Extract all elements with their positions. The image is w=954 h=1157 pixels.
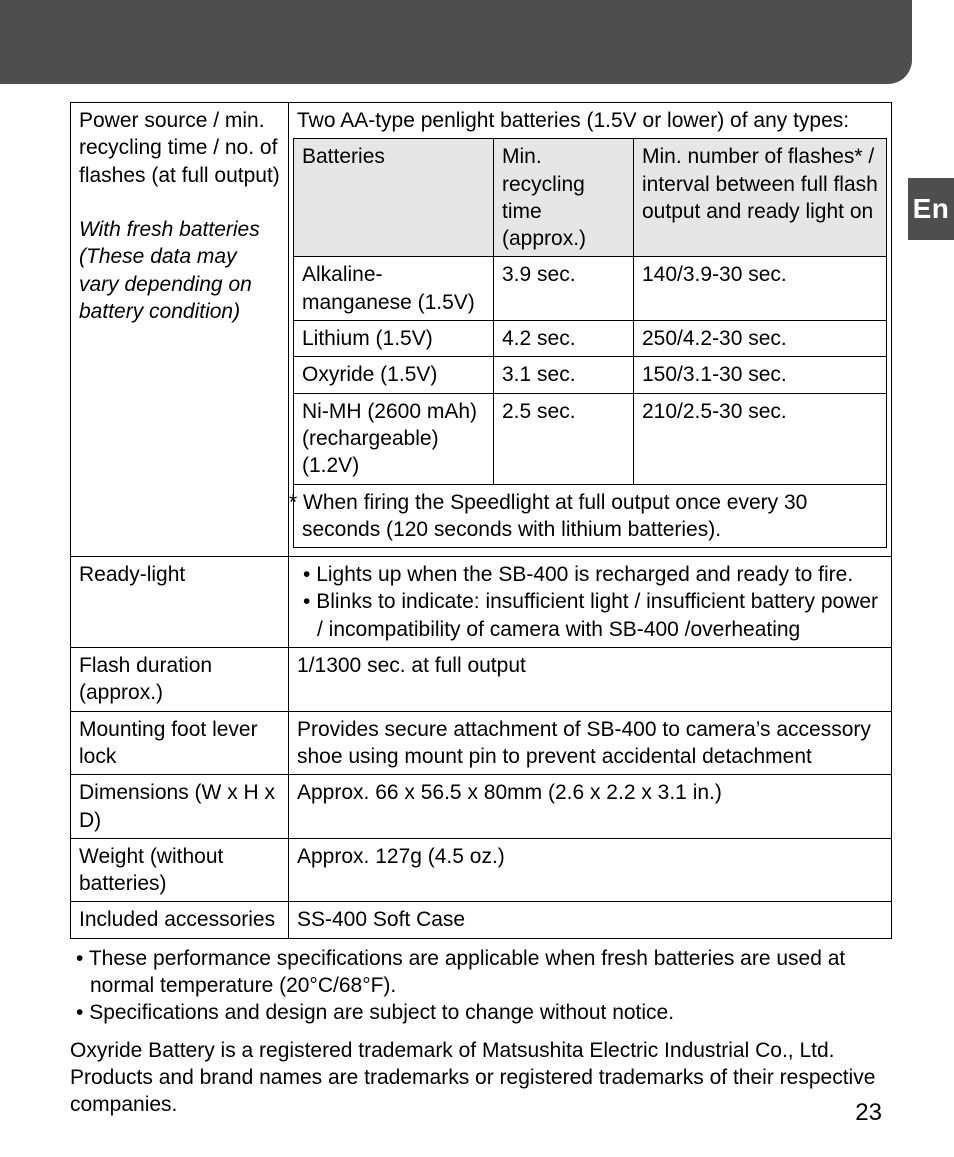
cell: Lithium (1.5V) (294, 321, 494, 357)
cell: 4.2 sec. (494, 321, 634, 357)
spec-label: Included accessories (71, 902, 289, 938)
col-header: Min. number of flashes* / interval betwe… (634, 139, 887, 257)
cell: 140/3.9-30 sec. (634, 257, 887, 321)
cell: 2.5 sec. (494, 393, 634, 484)
cell: Ni-MH (2600 mAh) (rechargeable) (1.2V) (294, 393, 494, 484)
spec-value: 1/1300 sec. at full output (289, 648, 892, 712)
table-row: Included accessories SS-400 Soft Case (71, 902, 892, 938)
footnote: * When firing the Speedlight at full out… (294, 484, 887, 548)
cell: 3.1 sec. (494, 357, 634, 393)
cell: 210/2.5-30 sec. (634, 393, 887, 484)
cell: Alkaline-manganese (1.5V) (294, 257, 494, 321)
battery-table: Batteries Min. recycling time (approx.) … (293, 138, 887, 548)
spec-value: Lights up when the SB-400 is recharged a… (289, 557, 892, 648)
list-item: Lights up when the SB-400 is recharged a… (317, 561, 883, 588)
table-row: Ready-light Lights up when the SB-400 is… (71, 557, 892, 648)
table-row: Mounting foot lever lock Provides secure… (71, 711, 892, 775)
notes-section: These performance specifications are app… (70, 945, 892, 1119)
spec-value: Two AA-type penlight batteries (1.5V or … (289, 103, 892, 557)
table-row: * When firing the Speedlight at full out… (294, 484, 887, 548)
intro-text: Two AA-type penlight batteries (1.5V or … (293, 107, 887, 134)
table-row: Ni-MH (2600 mAh) (rechargeable) (1.2V) 2… (294, 393, 887, 484)
spec-label: Weight (without batteries) (71, 838, 289, 902)
table-row: Flash duration (approx.) 1/1300 sec. at … (71, 648, 892, 712)
cell: Oxyride (1.5V) (294, 357, 494, 393)
label-note: With fresh batteries (These data may var… (79, 218, 260, 323)
list-item: Specifications and design are subject to… (90, 999, 892, 1026)
table-row: Lithium (1.5V) 4.2 sec. 250/4.2-30 sec. (294, 321, 887, 357)
table-row: Alkaline-manganese (1.5V) 3.9 sec. 140/3… (294, 257, 887, 321)
table-row: Batteries Min. recycling time (approx.) … (294, 139, 887, 257)
notes-list: These performance specifications are app… (70, 945, 892, 1027)
col-header: Batteries (294, 139, 494, 257)
cell: 250/4.2-30 sec. (634, 321, 887, 357)
trademark-note: Oxyride Battery is a registered trademar… (70, 1037, 892, 1119)
table-row: Power source / min. recycling time / no.… (71, 103, 892, 557)
table-row: Oxyride (1.5V) 3.1 sec. 150/3.1-30 sec. (294, 357, 887, 393)
list-item: Blinks to indicate: insufficient light /… (317, 588, 883, 643)
spec-value: SS-400 Soft Case (289, 902, 892, 938)
language-tab: En (908, 178, 954, 240)
col-header: Min. recycling time (approx.) (494, 139, 634, 257)
table-row: Dimensions (W x H x D) Approx. 66 x 56.5… (71, 775, 892, 839)
spec-label: Power source / min. recycling time / no.… (71, 103, 289, 557)
spec-label: Ready-light (71, 557, 289, 648)
spec-label: Flash duration (approx.) (71, 648, 289, 712)
label-text: Power source / min. recycling time / no.… (79, 109, 280, 187)
cell: 3.9 sec. (494, 257, 634, 321)
bullet-list: Lights up when the SB-400 is recharged a… (297, 561, 883, 643)
table-row: Weight (without batteries) Approx. 127g … (71, 838, 892, 902)
list-item: These performance specifications are app… (90, 945, 892, 1000)
spec-label: Mounting foot lever lock (71, 711, 289, 775)
header-band (0, 0, 912, 84)
spec-value: Approx. 127g (4.5 oz.) (289, 838, 892, 902)
spec-value: Provides secure attachment of SB-400 to … (289, 711, 892, 775)
spec-label: Dimensions (W x H x D) (71, 775, 289, 839)
page-content: Power source / min. recycling time / no.… (70, 102, 892, 1119)
spec-table: Power source / min. recycling time / no.… (70, 102, 892, 939)
page-number: 23 (855, 1099, 882, 1127)
cell: 150/3.1-30 sec. (634, 357, 887, 393)
spec-value: Approx. 66 x 56.5 x 80mm (2.6 x 2.2 x 3.… (289, 775, 892, 839)
